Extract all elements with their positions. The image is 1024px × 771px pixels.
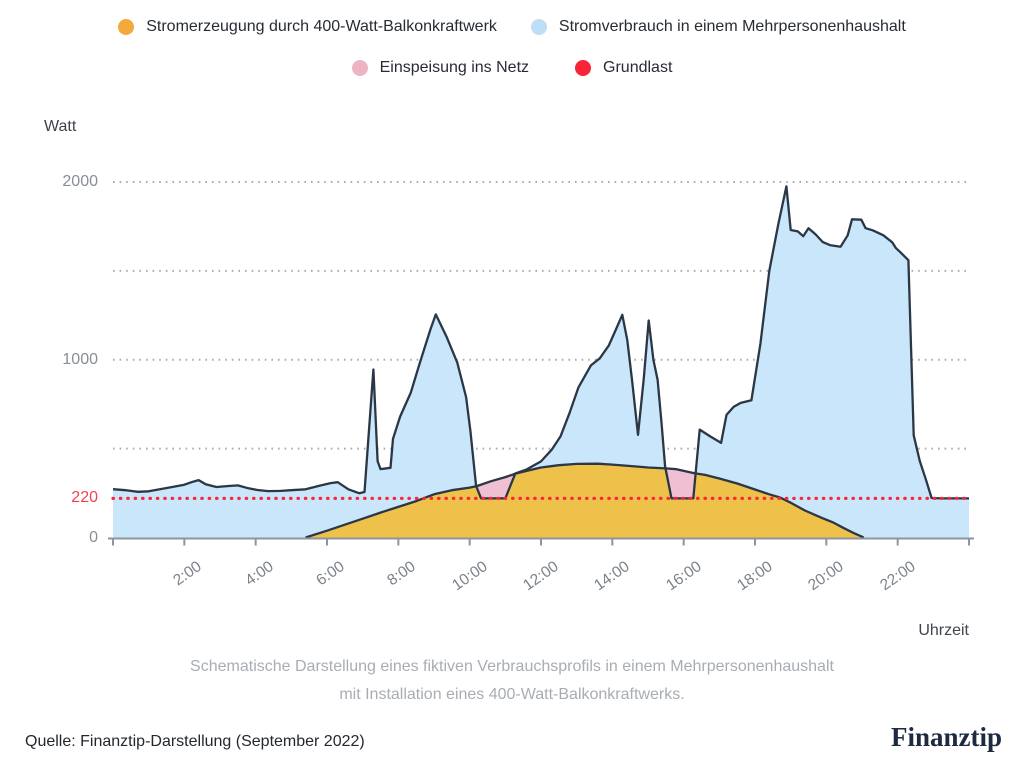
x-axis-title: Uhrzeit (918, 622, 969, 639)
caption-line-2: mit Installation eines 400-Watt-Balkonkr… (339, 686, 685, 703)
grundlast-legend-dot-icon (575, 60, 592, 76)
consumption-line (112, 185, 969, 500)
generation-area (305, 463, 864, 538)
feedin-legend-dot-icon (351, 60, 368, 76)
legend-label-feedin: Einspeisung ins Netz (379, 59, 530, 76)
legend-label-consumption: Stromverbrauch in einem Mehrpersonenhaus… (558, 18, 906, 35)
y-tick-label-0: 0 (89, 528, 98, 546)
feedin-band-1 (476, 474, 515, 499)
legend-item-feedin: Einspeisung ins Netz (351, 59, 530, 77)
consumption-legend-dot-icon (530, 19, 547, 35)
legend-item-grundlast: Grundlast (575, 59, 672, 77)
source-attribution: Quelle: Finanztip-Darstellung (September… (25, 733, 365, 750)
y-axis-title: Watt (44, 118, 77, 135)
consumption-area (113, 186, 969, 538)
legend-label-generation: Stromerzeugung durch 400-Watt-Balkonkraf… (146, 18, 497, 35)
chart-caption: Schematische Darstellung eines fiktiven … (0, 653, 1024, 709)
generation-legend-dot-icon (118, 19, 135, 35)
legend-label-grundlast: Grundlast (603, 59, 673, 76)
legend-item-generation: Stromerzeugung durch 400-Watt-Balkonkraf… (118, 18, 497, 36)
y-tick-label-2000: 2000 (62, 173, 98, 190)
legend-row-1: Stromerzeugung durch 400-Watt-Balkonkraf… (0, 18, 1024, 36)
feedin-band-2 (665, 468, 696, 499)
legend-item-consumption: Stromverbrauch in einem Mehrpersonenhaus… (530, 18, 906, 36)
legend-row-2: Einspeisung ins Netz Grundlast (0, 59, 1024, 77)
caption-line-1: Schematische Darstellung eines fiktiven … (190, 658, 834, 675)
generation-line (305, 462, 865, 539)
y-tick-label-220: 220 (71, 489, 98, 507)
finanztip-logo: Finanztip (890, 722, 1002, 752)
y-tick-label-1000: 1000 (62, 350, 98, 368)
